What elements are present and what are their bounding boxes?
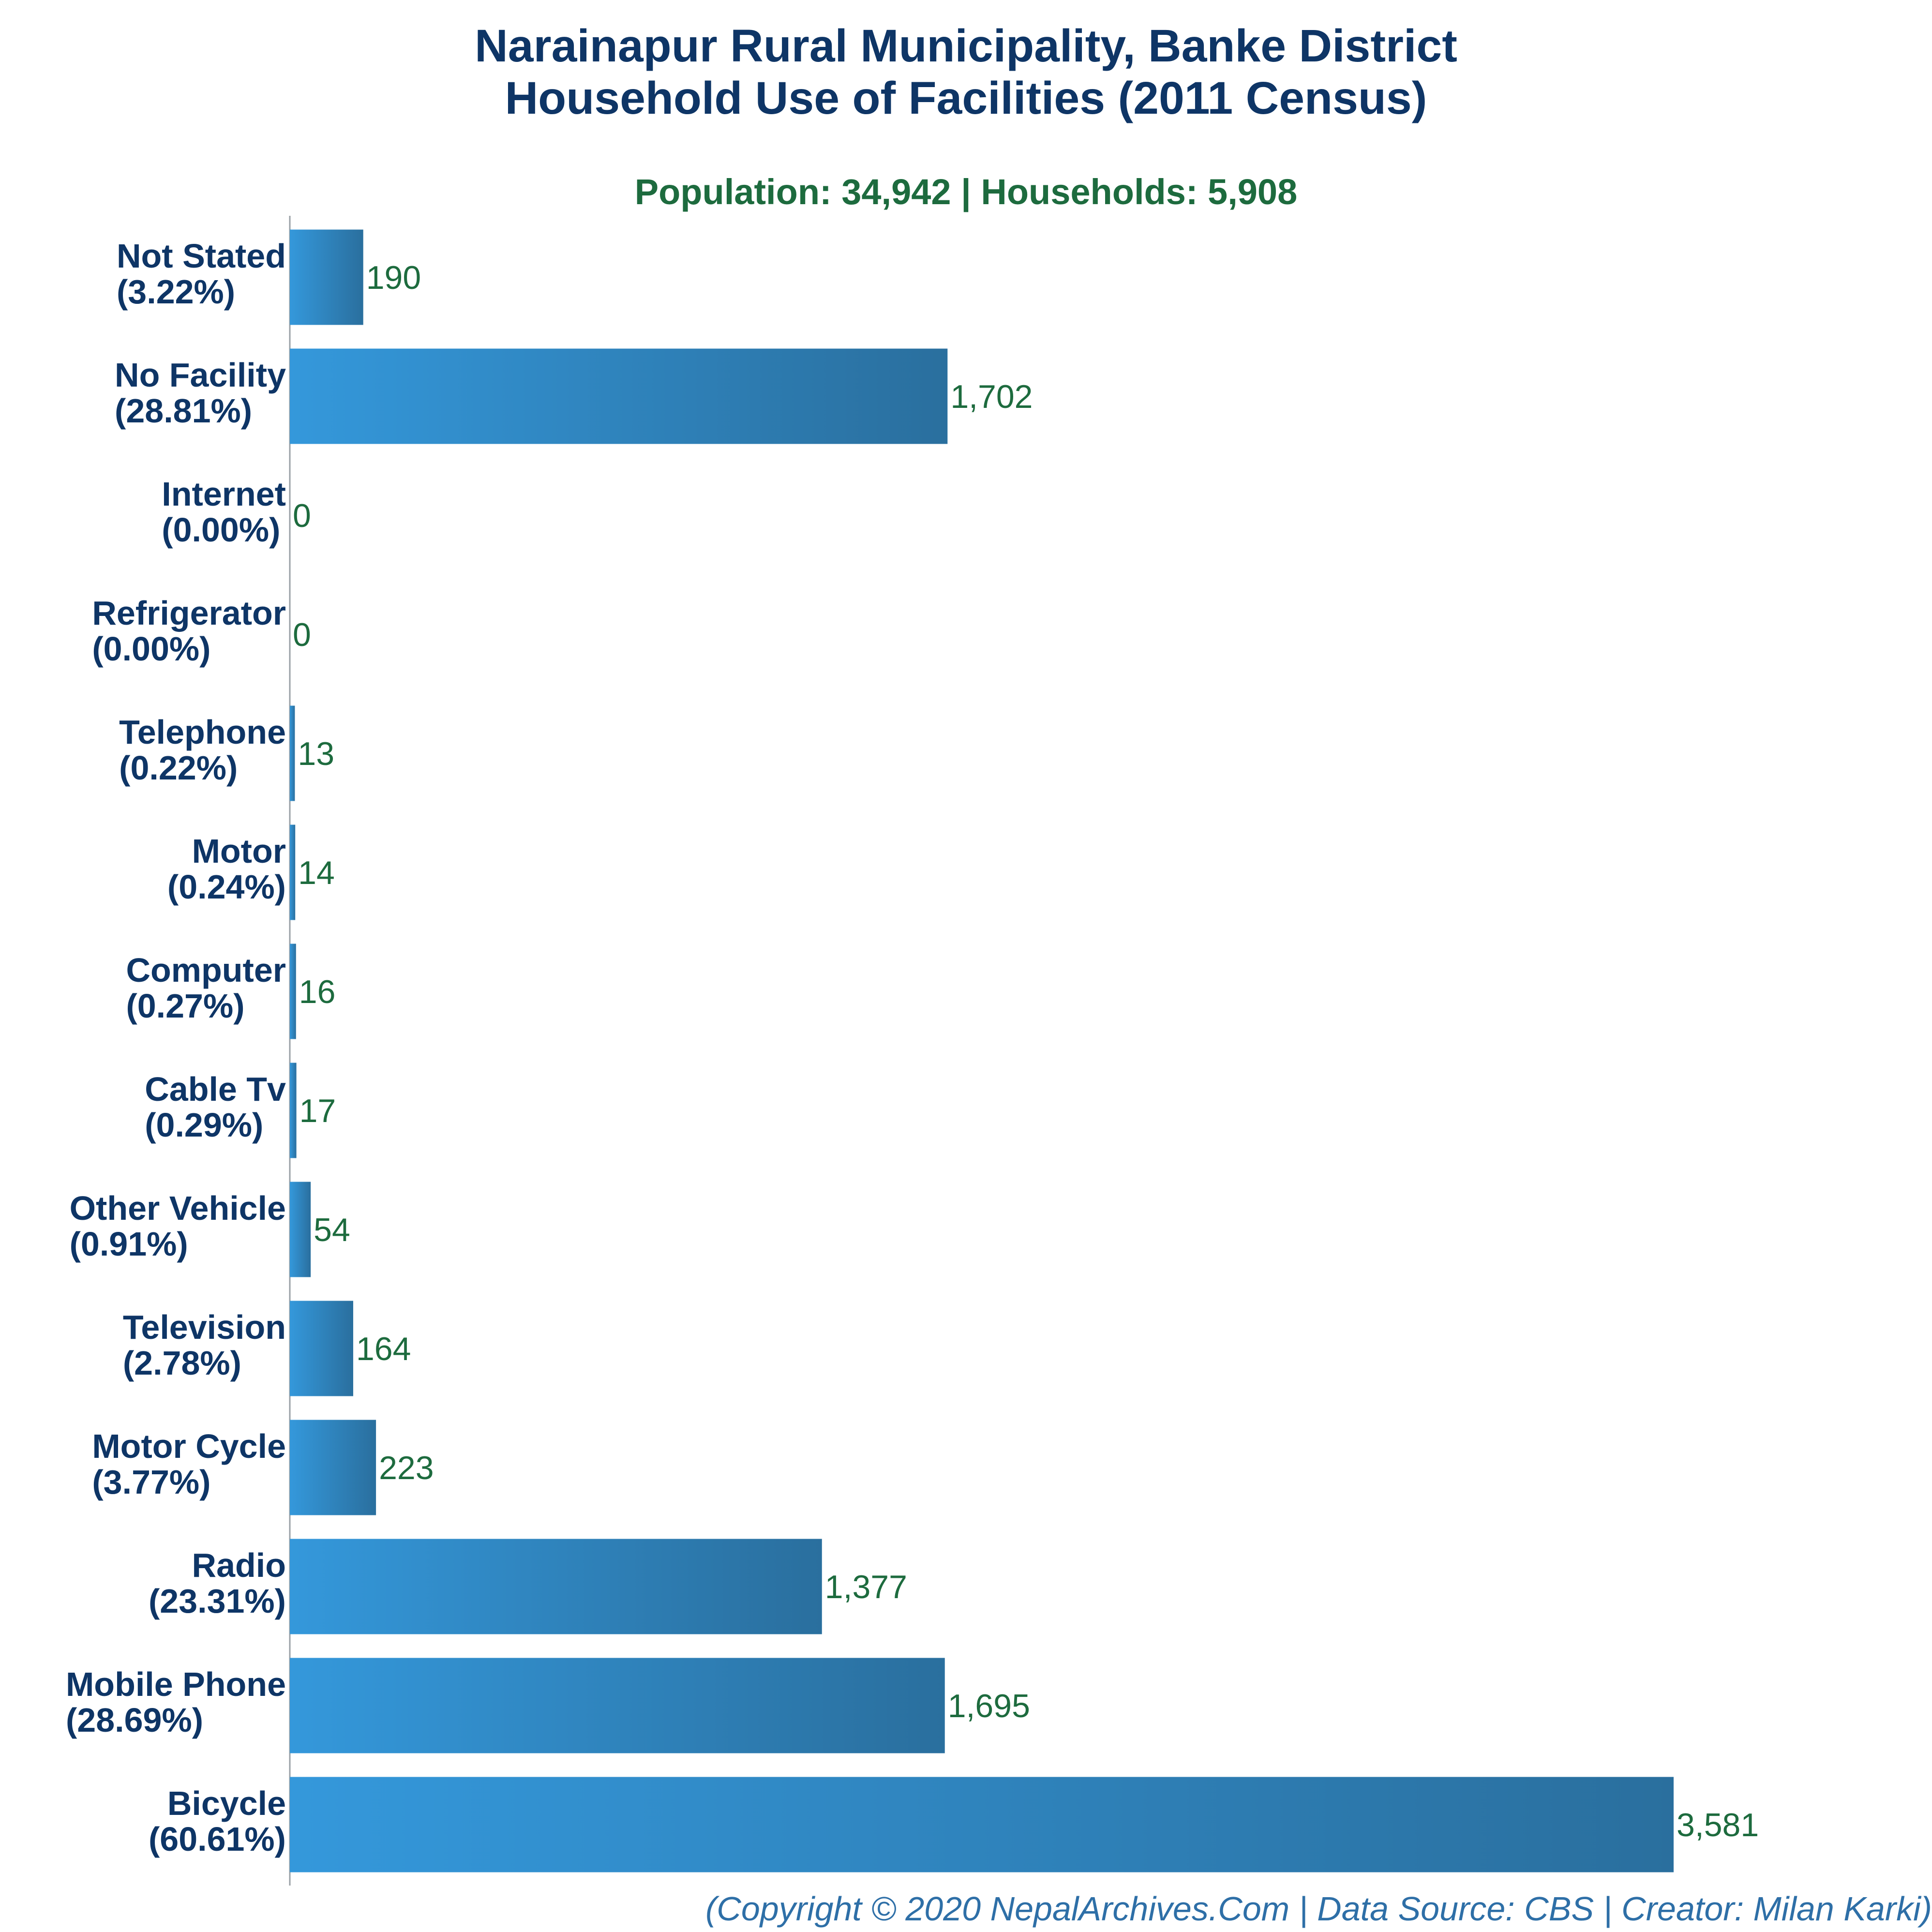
bar-motor-cycle (290, 1420, 376, 1515)
bar-no-facility (290, 348, 948, 444)
value-label-no-facility: 1,702 (950, 378, 1033, 415)
bar-other-vehicle (290, 1182, 311, 1277)
bar-motor (290, 824, 296, 920)
category-label-motor: Motor (0.24%) (167, 832, 286, 906)
value-label-radio: 1,377 (825, 1569, 907, 1605)
bar-telephone (290, 705, 295, 801)
chart-title-line-2: Household Use of Facilities (2011 Census… (505, 73, 1427, 124)
bar-bicycle (290, 1777, 1674, 1872)
category-label-computer: Computer (0.27%) (126, 951, 286, 1025)
bar-mobile-phone (290, 1658, 945, 1753)
chart-title-line-1: Narainapur Rural Municipality, Banke Dis… (475, 20, 1457, 72)
category-label-motor-cycle: Motor Cycle (3.77%) (92, 1427, 286, 1501)
category-label-bicycle: Bicycle (60.61%) (149, 1784, 286, 1858)
category-label-telephone: Telephone (0.22%) (119, 713, 286, 787)
value-label-refrigerator: 0 (293, 616, 311, 653)
value-label-internet: 0 (293, 497, 311, 534)
category-label-not-stated: Not Stated (3.22%) (117, 237, 286, 311)
category-label-refrigerator: Refrigerator (0.00%) (92, 594, 286, 668)
value-label-television: 164 (356, 1331, 411, 1367)
value-label-computer: 16 (299, 973, 336, 1010)
value-label-motor: 14 (298, 854, 335, 891)
bar-radio (290, 1539, 822, 1634)
category-label-mobile-phone: Mobile Phone (28.69%) (66, 1665, 286, 1739)
category-label-internet: Internet (0.00%) (162, 475, 286, 549)
category-label-no-facility: No Facility (28.81%) (115, 356, 286, 430)
bar-computer (290, 944, 296, 1039)
value-label-motor-cycle: 223 (379, 1450, 434, 1486)
category-label-radio: Radio (23.31%) (149, 1546, 286, 1620)
bar-television (290, 1301, 353, 1396)
category-label-other-vehicle: Other Vehicle (0.91%) (70, 1189, 286, 1263)
value-label-bicycle: 3,581 (1677, 1807, 1759, 1843)
category-label-cable-tv: Cable Tv (0.29%) (145, 1070, 286, 1144)
value-label-other-vehicle: 54 (314, 1212, 350, 1248)
bar-not-stated (290, 229, 363, 325)
value-label-telephone: 13 (298, 735, 334, 772)
footer-credit: (Copyright © 2020 NepalArchives.Com | Da… (705, 1890, 1932, 1928)
value-label-mobile-phone: 1,695 (948, 1688, 1030, 1724)
chart-subtitle: Population: 34,942 | Households: 5,908 (634, 172, 1298, 212)
value-label-cable-tv: 17 (300, 1093, 336, 1129)
bar-cable-tv (290, 1063, 297, 1158)
value-label-not-stated: 190 (366, 259, 421, 296)
category-label-television: Television (2.78%) (123, 1308, 286, 1382)
